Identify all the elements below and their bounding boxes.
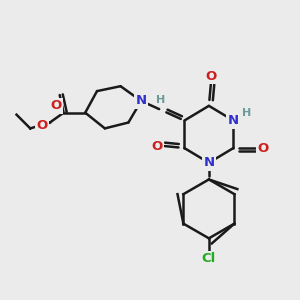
Text: H: H xyxy=(156,95,165,105)
Text: O: O xyxy=(50,99,61,112)
Text: O: O xyxy=(257,142,269,154)
Text: N: N xyxy=(228,114,239,127)
Text: O: O xyxy=(151,140,163,153)
Text: O: O xyxy=(205,70,217,83)
Text: H: H xyxy=(242,108,251,118)
Text: Cl: Cl xyxy=(202,252,216,266)
Text: N: N xyxy=(203,156,214,169)
Text: O: O xyxy=(36,119,48,132)
Text: N: N xyxy=(136,94,147,107)
